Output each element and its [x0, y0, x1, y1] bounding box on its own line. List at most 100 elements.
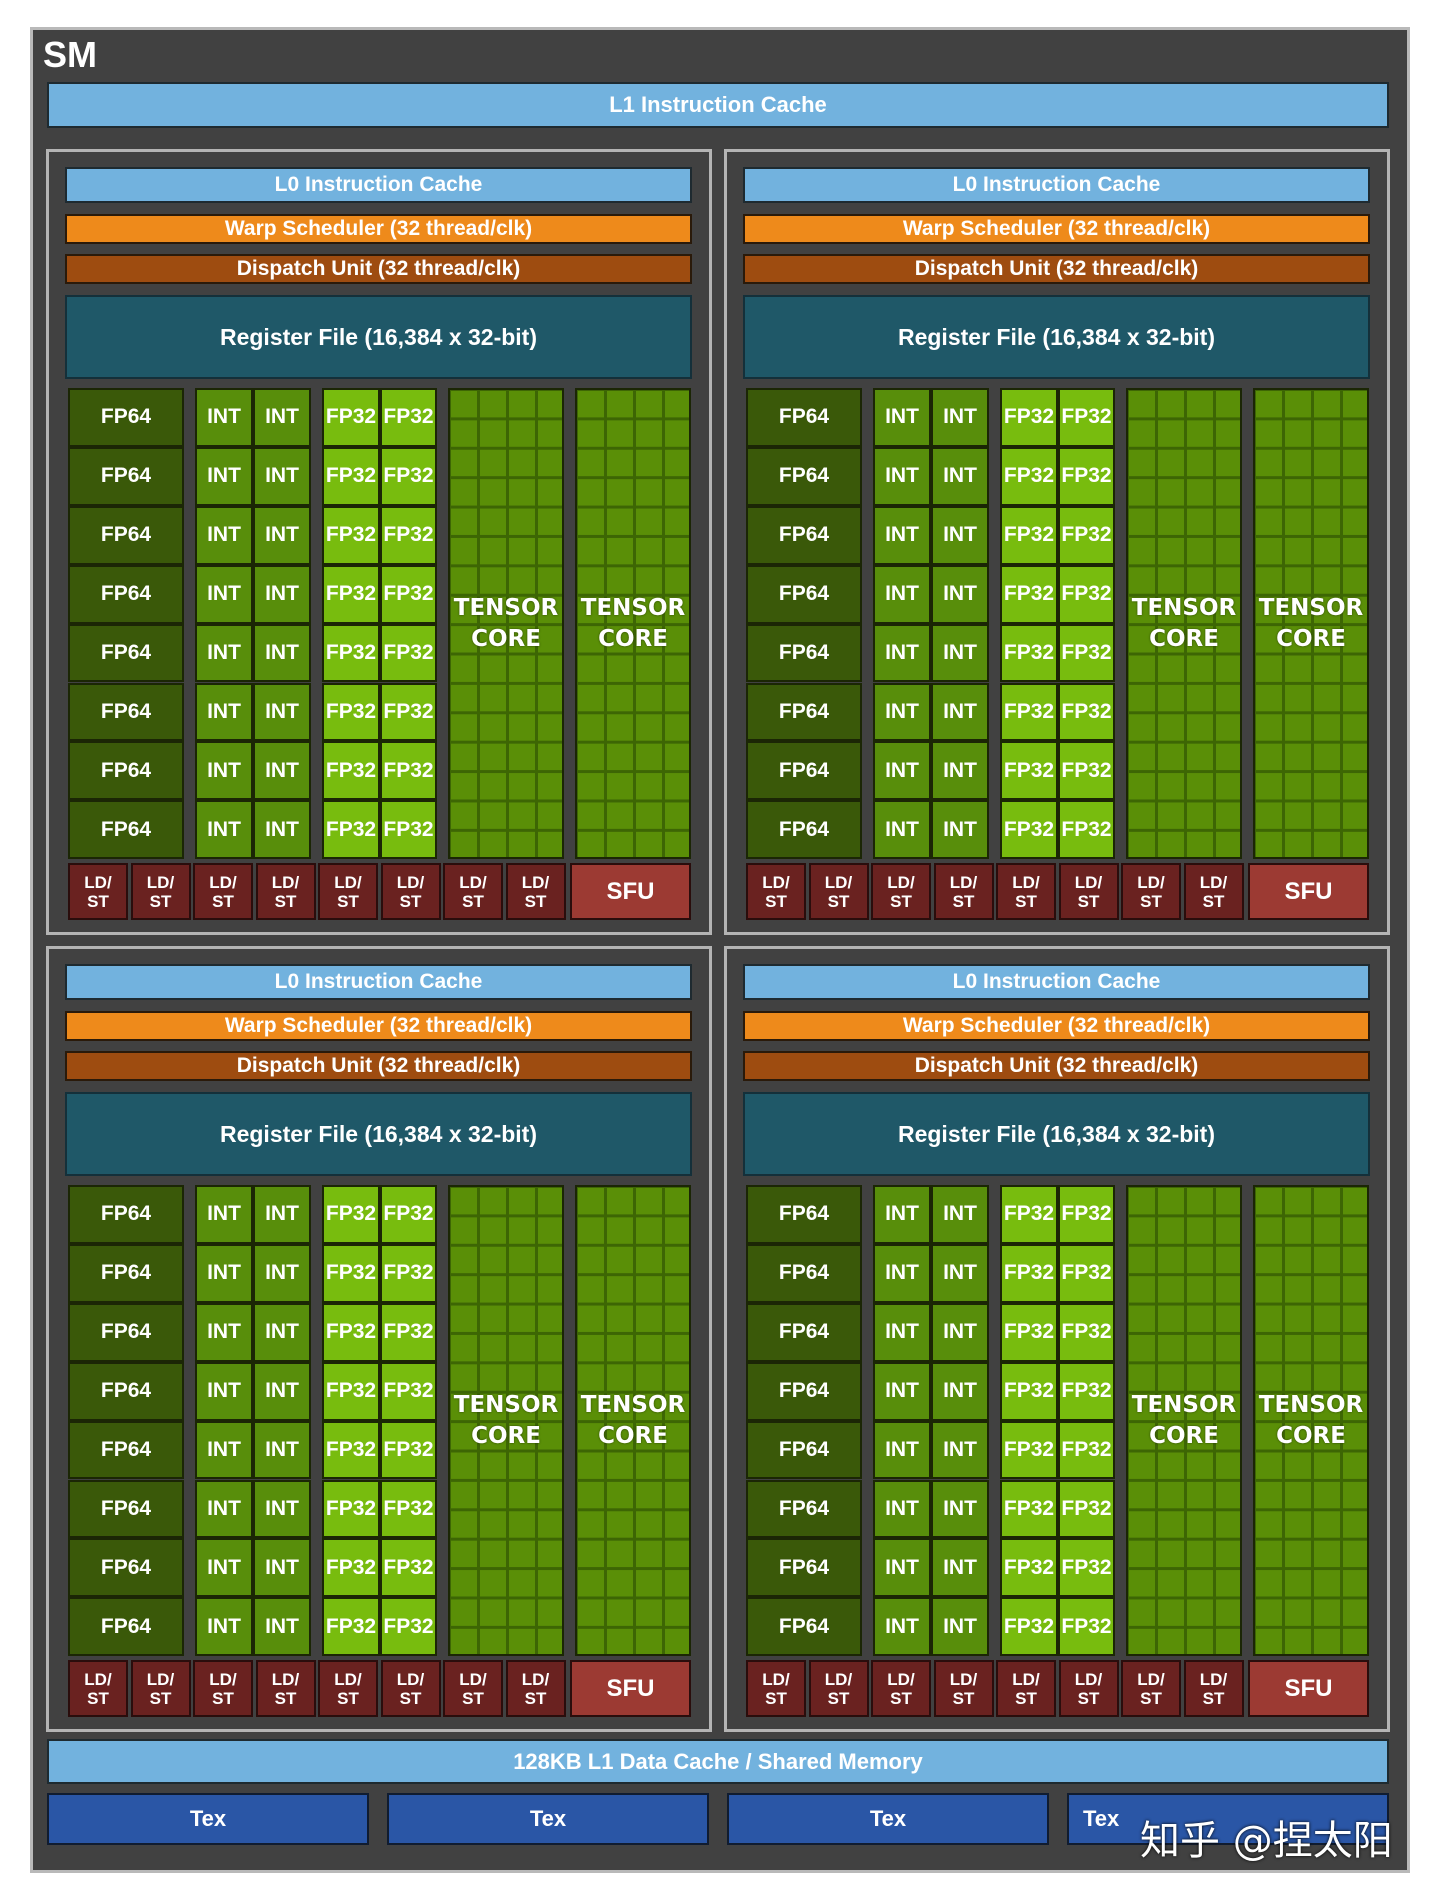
- dispatch-unit: Dispatch Unit (32 thread/clk): [743, 1051, 1370, 1081]
- fp32-unit: FP32: [322, 446, 380, 506]
- int-unit: INT: [253, 1597, 311, 1657]
- int-unit: INT: [931, 682, 989, 742]
- register-file: Register File (16,384 x 32-bit): [743, 1092, 1370, 1176]
- int-unit: INT: [253, 1361, 311, 1421]
- fp32-unit: FP32: [1058, 1597, 1115, 1657]
- st-label: ST: [462, 1688, 484, 1708]
- int-unit: INT: [253, 623, 311, 683]
- sfu-unit: SFU: [1248, 1660, 1369, 1717]
- fp64-unit: FP64: [746, 623, 862, 683]
- int-unit: INT: [931, 800, 989, 860]
- fp32-unit: FP32: [1058, 388, 1115, 447]
- ld-label: LD/: [334, 1669, 362, 1689]
- fp32-unit: FP32: [1000, 741, 1058, 801]
- ld-label: LD/: [762, 872, 790, 892]
- ld-st-unit: LD/ ST: [130, 863, 191, 920]
- int-unit: INT: [873, 1538, 931, 1598]
- ld-label: LD/: [146, 872, 175, 892]
- fp32-unit: FP32: [322, 1302, 380, 1362]
- ld-label: LD/: [1137, 1669, 1165, 1689]
- register-file: Register File (16,384 x 32-bit): [743, 295, 1370, 379]
- int-unit: INT: [195, 388, 253, 447]
- int-unit: INT: [873, 1597, 931, 1657]
- int-unit: INT: [873, 564, 931, 624]
- fp32-unit: FP32: [1000, 623, 1058, 683]
- int-unit: INT: [873, 1420, 931, 1480]
- fp32-unit: FP32: [322, 1185, 380, 1244]
- int-unit: INT: [253, 1538, 311, 1598]
- int-unit: INT: [253, 1420, 311, 1480]
- fp32-unit: FP32: [1000, 1420, 1058, 1480]
- st-label: ST: [274, 891, 297, 911]
- fp64-unit: FP64: [746, 505, 862, 565]
- ld-st-unit: LD/ ST: [871, 863, 931, 920]
- tex-unit: Tex: [387, 1793, 709, 1845]
- l0-instruction-cache: L0 Instruction Cache: [743, 167, 1370, 203]
- int-unit: INT: [873, 1243, 931, 1303]
- int-unit: INT: [195, 1479, 253, 1539]
- int-unit: INT: [195, 564, 253, 624]
- fp64-unit: FP64: [746, 1538, 862, 1598]
- ld-label: LD/: [1137, 872, 1165, 892]
- st-label: ST: [1202, 1688, 1225, 1708]
- st-label: ST: [890, 891, 912, 911]
- warp-scheduler: Warp Scheduler (32 thread/clk): [743, 1011, 1370, 1041]
- int-unit: INT: [253, 1302, 311, 1362]
- ld-st-unit: LD/ ST: [996, 1660, 1056, 1717]
- int-unit: INT: [873, 1302, 931, 1362]
- fp32-unit: FP32: [322, 1361, 380, 1421]
- ld-st-unit: LD/ ST: [933, 1660, 994, 1717]
- fp32-unit: FP32: [380, 446, 437, 506]
- fp64-unit: FP64: [68, 1243, 184, 1303]
- tensor-core: TENSOR CORE: [1126, 1185, 1242, 1657]
- int-unit: INT: [873, 505, 931, 565]
- dispatch-unit: Dispatch Unit (32 thread/clk): [65, 254, 692, 284]
- st-label: ST: [399, 1688, 422, 1708]
- tensor-core-label-line1: TENSOR: [580, 594, 686, 621]
- fp32-unit: FP32: [1058, 623, 1115, 683]
- fp64-unit: FP64: [68, 1597, 184, 1657]
- fp32-unit: FP32: [1058, 505, 1115, 565]
- int-unit: INT: [931, 1302, 989, 1362]
- fp64-unit: FP64: [68, 800, 184, 860]
- int-unit: INT: [195, 741, 253, 801]
- fp32-unit: FP32: [322, 505, 380, 565]
- fp64-unit: FP64: [746, 1479, 862, 1539]
- fp64-unit: FP64: [68, 446, 184, 506]
- fp32-unit: FP32: [1000, 564, 1058, 624]
- fp32-unit: FP32: [1000, 388, 1058, 447]
- ld-st-unit: LD/ ST: [505, 1660, 566, 1717]
- ld-st-unit: LD/ ST: [871, 1660, 931, 1717]
- ld-st-unit: LD/ ST: [808, 1660, 869, 1717]
- fp64-unit: FP64: [746, 1185, 862, 1244]
- int-unit: INT: [931, 623, 989, 683]
- fp32-unit: FP32: [1058, 1243, 1115, 1303]
- tensor-core: TENSOR CORE: [1126, 388, 1242, 860]
- warp-scheduler: Warp Scheduler (32 thread/clk): [65, 214, 692, 244]
- int-unit: INT: [931, 1479, 989, 1539]
- ld-st-unit: LD/ ST: [380, 1660, 441, 1717]
- fp32-unit: FP32: [1058, 741, 1115, 801]
- ld-label: LD/: [521, 872, 550, 892]
- l0-instruction-cache: L0 Instruction Cache: [65, 964, 692, 1000]
- int-unit: INT: [931, 741, 989, 801]
- fp32-unit: FP32: [380, 1361, 437, 1421]
- fp32-unit: FP32: [380, 682, 437, 742]
- int-unit: INT: [253, 1243, 311, 1303]
- int-unit: INT: [931, 446, 989, 506]
- fp32-unit: FP32: [322, 682, 380, 742]
- tensor-core: TENSOR CORE: [1253, 388, 1369, 860]
- tensor-core-label-line1: TENSOR: [1131, 594, 1237, 621]
- int-unit: INT: [253, 388, 311, 447]
- fp32-unit: FP32: [1058, 564, 1115, 624]
- fp32-unit: FP32: [1000, 1302, 1058, 1362]
- int-unit: INT: [931, 1361, 989, 1421]
- int-unit: INT: [873, 1479, 931, 1539]
- ld-st-unit: LD/ ST: [193, 863, 253, 920]
- ld-label: LD/: [887, 872, 915, 892]
- fp64-unit: FP64: [746, 741, 862, 801]
- fp32-unit: FP32: [380, 1420, 437, 1480]
- ld-st-unit: LD/ ST: [996, 863, 1056, 920]
- fp64-unit: FP64: [68, 564, 184, 624]
- ld-label: LD/: [1012, 872, 1040, 892]
